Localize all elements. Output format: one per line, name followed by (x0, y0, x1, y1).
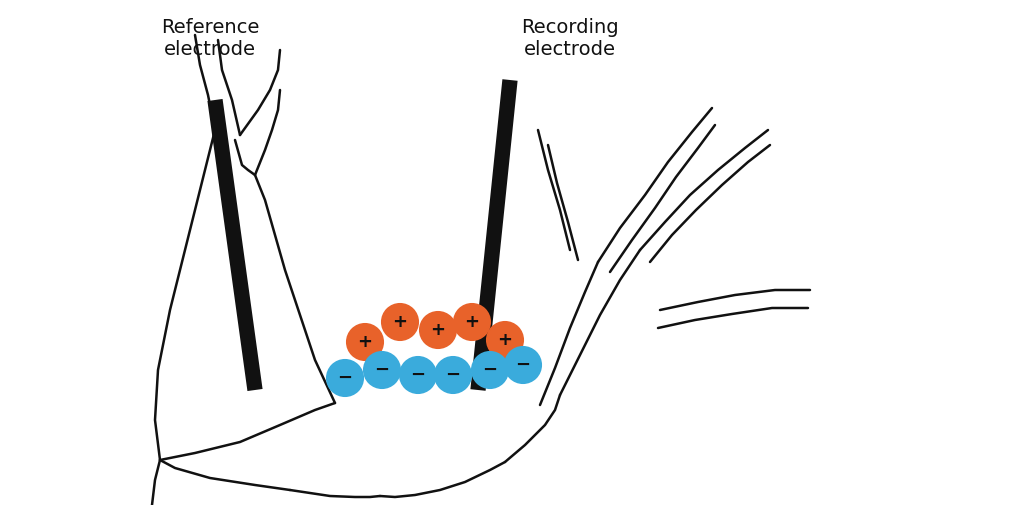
Circle shape (347, 324, 383, 360)
Text: −: − (445, 366, 461, 384)
Text: Reference
electrode: Reference electrode (161, 18, 259, 59)
Text: +: + (498, 331, 512, 349)
Text: −: − (411, 366, 426, 384)
Circle shape (454, 304, 490, 340)
Circle shape (400, 357, 436, 393)
Text: +: + (392, 313, 408, 331)
Circle shape (472, 352, 508, 388)
Text: −: − (482, 361, 498, 379)
Text: +: + (465, 313, 479, 331)
Text: −: − (515, 356, 530, 374)
Circle shape (420, 312, 456, 348)
Text: +: + (357, 333, 373, 351)
Text: +: + (430, 321, 445, 339)
Text: Recording
electrode: Recording electrode (521, 18, 618, 59)
Circle shape (382, 304, 418, 340)
Circle shape (505, 347, 541, 383)
Circle shape (327, 360, 362, 396)
Circle shape (487, 322, 523, 358)
Circle shape (435, 357, 471, 393)
Text: −: − (338, 369, 352, 387)
Circle shape (364, 352, 400, 388)
Text: −: − (375, 361, 389, 379)
